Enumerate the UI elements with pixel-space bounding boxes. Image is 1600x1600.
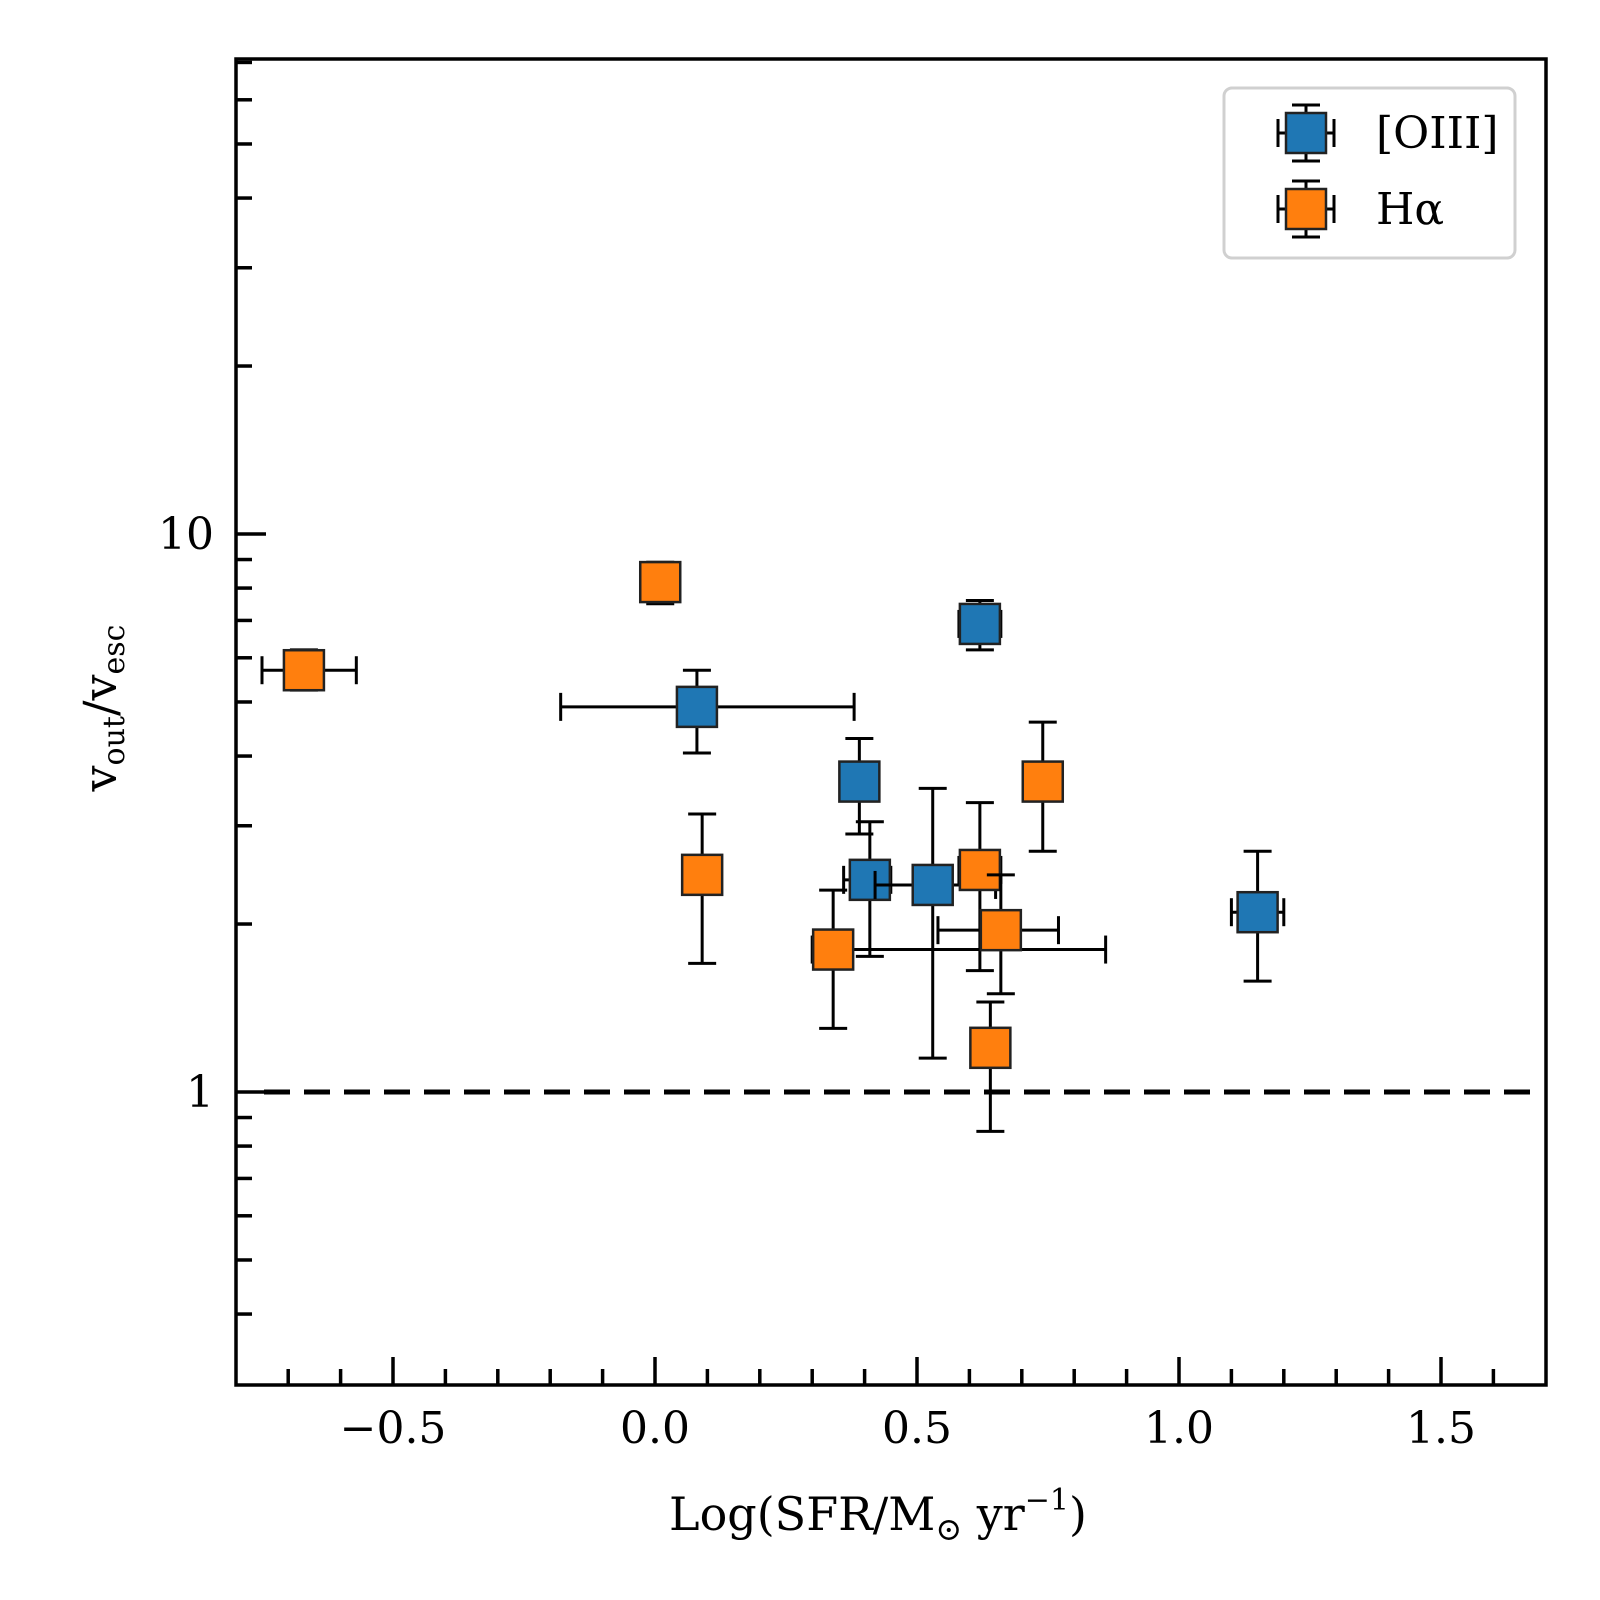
square-marker bbox=[282, 648, 326, 692]
data-point-oiii bbox=[873, 786, 998, 1060]
x-tick-label: 0.0 bbox=[620, 1403, 690, 1454]
legend-markers bbox=[1276, 103, 1336, 239]
square-marker bbox=[1236, 890, 1279, 934]
legend-square-marker bbox=[1284, 111, 1328, 155]
data-point-halpha bbox=[638, 560, 682, 606]
data-point-halpha bbox=[1021, 720, 1065, 853]
x-tick-label: 1.5 bbox=[1406, 1403, 1476, 1454]
x-tick-label: 1.0 bbox=[1144, 1403, 1214, 1454]
square-marker bbox=[1021, 760, 1065, 803]
x-tick-label: 0.5 bbox=[882, 1403, 952, 1454]
data-point-oiii bbox=[842, 820, 893, 958]
data-point-halpha bbox=[810, 888, 1108, 1030]
y-tick-label: 10 bbox=[158, 509, 214, 560]
legend-label-oiii: [OIII] bbox=[1376, 108, 1499, 159]
square-marker bbox=[848, 858, 892, 902]
square-marker bbox=[838, 760, 881, 803]
axis-ticks: −0.5 0.0 0.5 1.0 1.5 1 10 bbox=[158, 60, 1496, 1454]
data-point-oiii bbox=[957, 599, 1003, 652]
legend-square-marker bbox=[1284, 187, 1328, 231]
square-marker bbox=[958, 602, 1002, 646]
data-point-oiii bbox=[559, 668, 856, 755]
plot-frame bbox=[234, 57, 1548, 1387]
square-marker bbox=[675, 685, 719, 729]
chart-marks bbox=[260, 560, 1538, 1133]
square-marker bbox=[979, 908, 1023, 952]
data-point-halpha bbox=[969, 1000, 1012, 1133]
square-marker bbox=[638, 560, 682, 604]
data-point-halpha bbox=[260, 648, 358, 692]
square-marker bbox=[958, 848, 1002, 892]
data-point-halpha bbox=[936, 873, 1060, 996]
square-marker bbox=[969, 1026, 1012, 1070]
data-point-oiii bbox=[1229, 849, 1286, 983]
x-tick-label: −0.5 bbox=[340, 1403, 447, 1454]
data-point-oiii bbox=[838, 737, 881, 836]
x-axis-label: Log(SFR/M⊙ yr−1) bbox=[669, 1483, 1087, 1548]
legend-marker-oiii bbox=[1276, 103, 1336, 163]
square-marker bbox=[811, 928, 855, 971]
y-axis-label: vout/vesc bbox=[73, 625, 132, 793]
legend-marker-halpha bbox=[1276, 179, 1336, 239]
legend-label-halpha: Hα bbox=[1376, 184, 1444, 235]
y-tick-label: 1 bbox=[186, 1067, 214, 1118]
square-marker bbox=[680, 853, 724, 897]
legend: [OIII] Hα bbox=[1222, 86, 1517, 260]
data-point-halpha bbox=[680, 812, 724, 965]
square-marker bbox=[911, 863, 954, 907]
